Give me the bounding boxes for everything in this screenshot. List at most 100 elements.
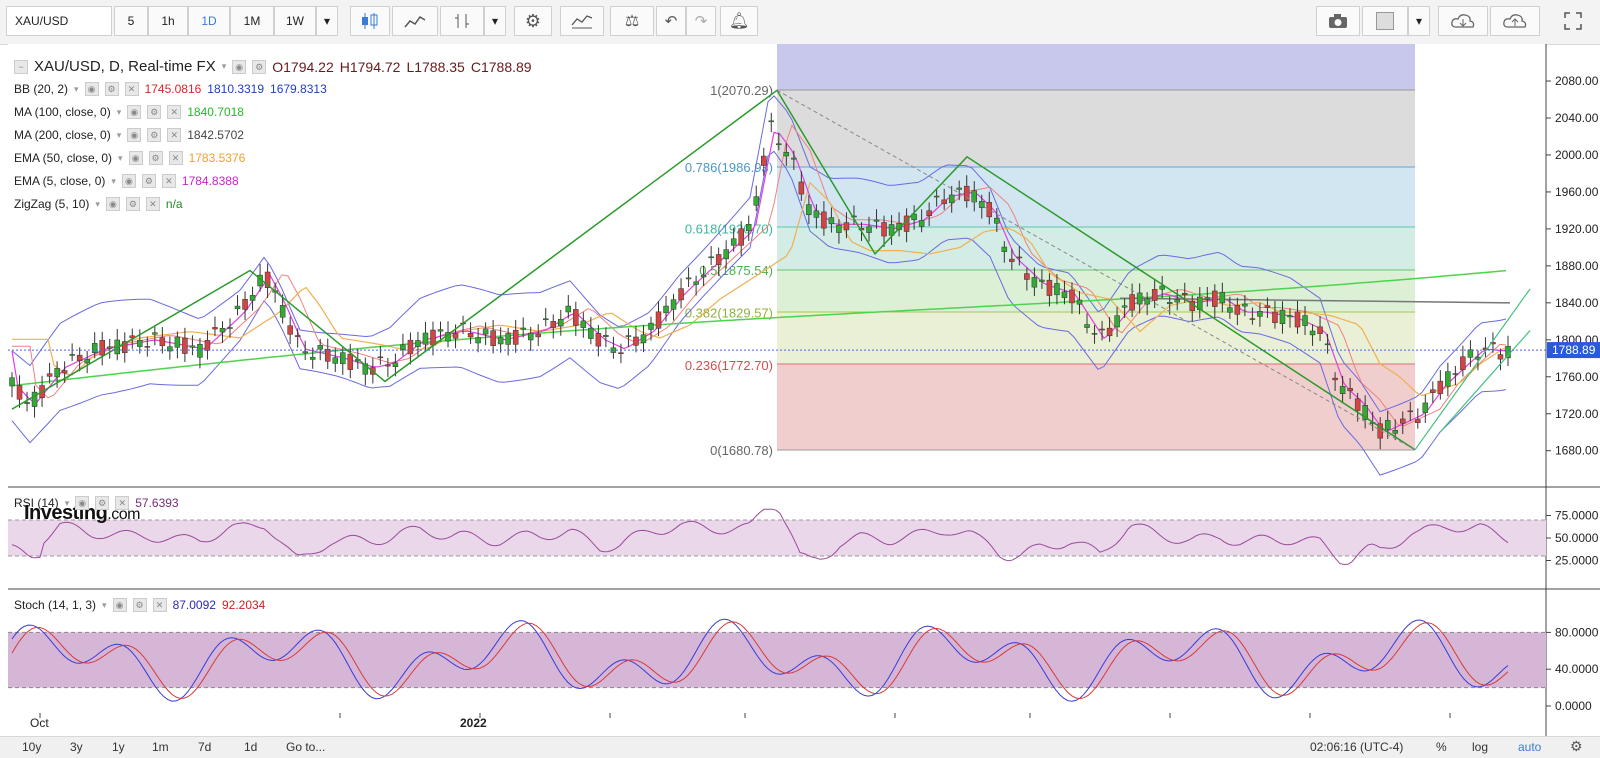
cloud-upload-button[interactable] (1490, 6, 1540, 36)
eye-icon[interactable]: ◉ (232, 59, 247, 74)
chevron-down-icon: ▾ (1415, 14, 1423, 28)
eye-icon[interactable]: ◉ (84, 82, 99, 96)
candle-body (340, 352, 346, 365)
price-chart[interactable]: 2080.00 2040.00 2000.00 1960.00 1920.00 1880.… (0, 44, 1600, 736)
candle-body (54, 368, 60, 378)
close-icon[interactable]: ✕ (161, 174, 176, 188)
candle-body (1339, 386, 1346, 395)
interval-5-button[interactable]: 5 (114, 6, 148, 36)
fib-level-label: 0.786(1986.93) (685, 160, 773, 175)
redo-icon: ↷ (694, 13, 708, 30)
close-icon[interactable]: ✕ (167, 105, 182, 119)
color-picker-button[interactable] (1362, 6, 1408, 36)
settings-icon[interactable]: ⚙ (95, 496, 110, 510)
settings-icon[interactable]: ⚙ (147, 128, 162, 142)
eye-icon[interactable]: ◉ (105, 197, 120, 211)
stoch-axis-label: 80.0000 (1555, 625, 1599, 639)
goto-button[interactable]: Go to... (286, 740, 326, 754)
candle-body (956, 187, 962, 190)
settings-icon[interactable]: ⚙ (252, 59, 267, 74)
settings-button[interactable]: ⚙ (514, 6, 552, 36)
candles-button[interactable] (350, 6, 390, 36)
auto-toggle[interactable]: auto (1518, 740, 1542, 754)
eye-icon[interactable]: ◉ (127, 128, 142, 142)
settings-icon[interactable]: ⚙ (147, 105, 162, 119)
candle-body (1121, 305, 1128, 308)
interval-1m-button[interactable]: 1M (230, 6, 274, 36)
collapse-icon[interactable]: − (14, 59, 28, 74)
candle-body (881, 222, 887, 237)
chevron-down-icon[interactable]: ▾ (95, 198, 100, 209)
candle-body (580, 320, 587, 328)
candle-body (152, 332, 158, 335)
undo-button[interactable]: ↶ (656, 6, 686, 36)
symbol-input[interactable]: XAU/USD (6, 6, 112, 36)
settings-icon[interactable]: ⚙ (104, 82, 119, 96)
chevron-down-icon[interactable]: ▾ (111, 175, 116, 186)
eye-icon[interactable]: ◉ (112, 598, 127, 612)
chevron-down-icon[interactable]: ▾ (74, 83, 79, 94)
close-icon[interactable]: ✕ (124, 82, 139, 96)
fib-zone-4 (777, 270, 1415, 312)
eye-icon[interactable]: ◉ (75, 496, 90, 510)
indicators-button[interactable] (560, 6, 604, 36)
interval-1d-button[interactable]: 1D (188, 6, 230, 36)
ma100-line (11, 269, 1507, 387)
cloud-upload-icon (1503, 14, 1527, 28)
interval-1h-button[interactable]: 1h (148, 6, 188, 36)
bars-button[interactable] (440, 6, 484, 36)
gear-icon[interactable]: ⚙ (1570, 738, 1583, 754)
candle-body (708, 256, 714, 259)
color-dropdown[interactable]: ▾ (1408, 6, 1430, 36)
main-legend: − XAU/USD, D, Real-time FX ▾ ◉ ⚙ O1794.2… (14, 58, 532, 75)
compare-button[interactable]: ⚖ (610, 6, 654, 36)
range-button-1y[interactable]: 1y (112, 740, 125, 754)
close-icon[interactable]: ✕ (152, 598, 167, 612)
interval-dropdown-button[interactable]: ▾ (316, 6, 338, 36)
fullscreen-button[interactable] (1554, 6, 1592, 36)
candle-body (407, 339, 414, 355)
candle-body (821, 211, 827, 229)
percent-toggle[interactable]: % (1436, 740, 1447, 754)
chevron-down-icon[interactable]: ▾ (118, 152, 123, 163)
candle-body (385, 364, 391, 367)
range-button-7d[interactable]: 7d (198, 740, 212, 754)
chevron-down-icon[interactable]: ▾ (116, 106, 122, 117)
range-button-10y[interactable]: 10y (22, 740, 42, 754)
chevron-down-icon[interactable]: ▾ (116, 129, 122, 140)
settings-icon[interactable]: ⚙ (132, 598, 147, 612)
candle-body (753, 196, 759, 206)
settings-icon[interactable]: ⚙ (125, 197, 140, 211)
settings-icon[interactable]: ⚙ (141, 174, 156, 188)
candle-body (302, 351, 308, 354)
eye-icon[interactable]: ◉ (127, 105, 142, 119)
log-toggle[interactable]: log (1472, 740, 1489, 754)
close-icon[interactable]: ✕ (168, 151, 183, 165)
eye-icon[interactable]: ◉ (121, 174, 136, 188)
close-icon[interactable]: ✕ (167, 128, 182, 142)
chevron-down-icon[interactable]: ▾ (221, 61, 227, 71)
stoch-legend: Stoch (14, 1, 3) ▾ ◉ ⚙ ✕ 87.0092 92.2034 (14, 598, 265, 612)
cloud-download-button[interactable] (1438, 6, 1488, 36)
rsi-axis-label: 75.0000 (1555, 509, 1599, 523)
interval-1w-button[interactable]: 1W (274, 6, 316, 36)
area-chart-button[interactable] (392, 6, 438, 36)
price-axis-label: 2040.00 (1555, 111, 1599, 125)
close-icon[interactable]: ✕ (115, 496, 130, 510)
chart-area[interactable]: 2080.00 2040.00 2000.00 1960.00 1920.00 1880.… (0, 44, 1600, 736)
candle-body (167, 346, 173, 352)
chart-type-dropdown[interactable]: ▾ (484, 6, 506, 36)
range-button-1d[interactable]: 1d (244, 740, 258, 754)
chevron-down-icon: ▾ (323, 14, 331, 28)
candle-body (31, 391, 38, 407)
range-button-1m[interactable]: 1m (152, 740, 169, 754)
settings-icon[interactable]: ⚙ (148, 151, 163, 165)
range-button-3y[interactable]: 3y (70, 740, 83, 754)
alert-button[interactable]: 🔔︎ (720, 6, 758, 36)
chevron-down-icon[interactable]: ▾ (102, 599, 107, 610)
chevron-down-icon[interactable]: ▾ (64, 497, 70, 508)
close-icon[interactable]: ✕ (145, 197, 160, 211)
snapshot-button[interactable] (1316, 6, 1360, 36)
redo-button[interactable]: ↷ (686, 6, 716, 36)
eye-icon[interactable]: ◉ (128, 151, 143, 165)
